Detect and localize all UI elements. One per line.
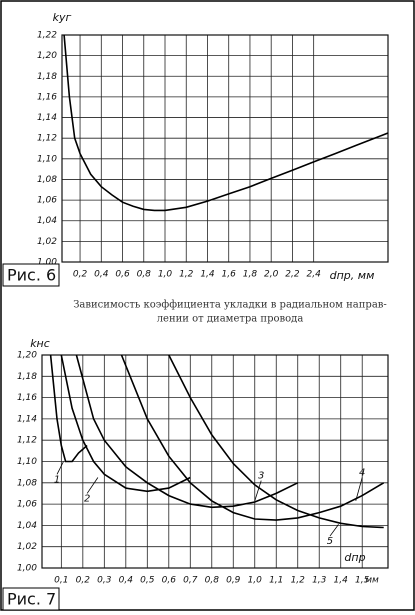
x-axis-label: dпр, мм — [330, 269, 375, 282]
x-tick-label: 1,0 — [248, 576, 263, 586]
y-tick-label: 1,10 — [17, 457, 37, 467]
series-label: 3 — [258, 471, 264, 482]
y-tick-label: 1,10 — [37, 154, 57, 164]
curve — [49, 354, 88, 463]
series-label: 4 — [359, 467, 365, 478]
x-tick-label: 1,5 — [355, 576, 370, 586]
x-axis-label: dпр — [344, 551, 365, 564]
y-tick-label: 1,12 — [37, 134, 57, 144]
x-tick-label: 2,0 — [264, 270, 279, 280]
figure-label: Рис. 6 — [7, 266, 56, 285]
x-tick-label: 1,2 — [291, 576, 306, 586]
x-tick-label: 2,2 — [285, 270, 300, 280]
x-tick-label: 0,8 — [137, 270, 152, 280]
x-tick-label: 1,4 — [200, 270, 215, 280]
y-tick-label: 1,14 — [17, 414, 37, 424]
leader-line — [254, 480, 262, 502]
figure-label: Рис. 7 — [7, 590, 56, 609]
x-tick-label: 1,3 — [312, 576, 327, 586]
series-label: 1 — [54, 474, 60, 485]
y-tick-label: 1,00 — [37, 258, 57, 268]
x-tick-label: 2,4 — [307, 270, 322, 280]
x-tick-label: 1,2 — [179, 270, 194, 280]
x-tick-label: 0,2 — [76, 576, 91, 586]
x-tick-label: 0,9 — [226, 576, 241, 586]
curve — [168, 354, 384, 529]
plot-frame — [61, 34, 389, 263]
x-tick-label: 0,5 — [140, 576, 155, 586]
y-tick-label: 1,16 — [37, 92, 57, 102]
y-tick-label: 1,04 — [37, 216, 57, 226]
y-tick-label: 1,02 — [37, 237, 57, 247]
x-axis-unit: мм — [365, 576, 379, 586]
y-tick-label: 1,08 — [37, 175, 57, 185]
curve — [63, 34, 389, 212]
y-axis-label: kнс — [30, 337, 50, 350]
x-tick-label: 0,6 — [162, 576, 177, 586]
y-tick-label: 1,20 — [37, 51, 57, 61]
y-tick-label: 1,14 — [37, 113, 57, 123]
curve — [60, 354, 191, 493]
caption: лении от диаметра провода — [157, 314, 304, 325]
y-tick-label: 1,20 — [17, 351, 37, 361]
y-tick-label: 1,18 — [17, 372, 37, 382]
leader-line — [56, 461, 64, 475]
figure-label-box — [2, 587, 60, 611]
leader-line — [355, 477, 363, 502]
series-label: 2 — [84, 493, 90, 504]
y-tick-label: 1,16 — [17, 393, 37, 403]
plot-frame — [41, 354, 389, 569]
y-tick-label: 1,02 — [17, 542, 37, 552]
curve — [75, 354, 299, 509]
leader-line — [329, 524, 339, 537]
y-tick-label: 1,22 — [37, 31, 57, 41]
y-tick-label: 1,08 — [17, 478, 37, 488]
curve — [120, 354, 385, 521]
x-tick-label: 0,7 — [183, 576, 198, 586]
x-tick-label: 0,1 — [54, 576, 68, 586]
x-tick-label: 0,6 — [115, 270, 130, 280]
y-tick-label: 1,04 — [17, 521, 37, 531]
x-tick-label: 0,3 — [97, 576, 112, 586]
x-tick-label: 0,4 — [94, 270, 109, 280]
x-tick-label: 1,6 — [222, 270, 237, 280]
x-tick-label: 0,4 — [119, 576, 134, 586]
y-tick-label: 1,18 — [37, 72, 57, 82]
y-tick-label: 1,12 — [17, 436, 37, 446]
x-tick-label: 1,1 — [269, 576, 283, 586]
caption: Зависимость коэффициента укладки в радиа… — [73, 300, 387, 311]
y-tick-label: 1,06 — [37, 196, 57, 206]
x-tick-label: 0,8 — [205, 576, 220, 586]
x-tick-label: 1,0 — [158, 270, 173, 280]
series-label: 5 — [327, 536, 333, 547]
leader-line — [86, 477, 99, 494]
y-axis-label: kуг — [53, 11, 72, 24]
x-tick-label: 1,8 — [243, 270, 258, 280]
x-tick-label: 1,4 — [334, 576, 349, 586]
y-tick-label: 1,06 — [17, 500, 37, 510]
x-tick-label: 0,2 — [73, 270, 88, 280]
figure-label-box — [2, 263, 60, 287]
y-tick-label: 1,00 — [17, 564, 37, 574]
